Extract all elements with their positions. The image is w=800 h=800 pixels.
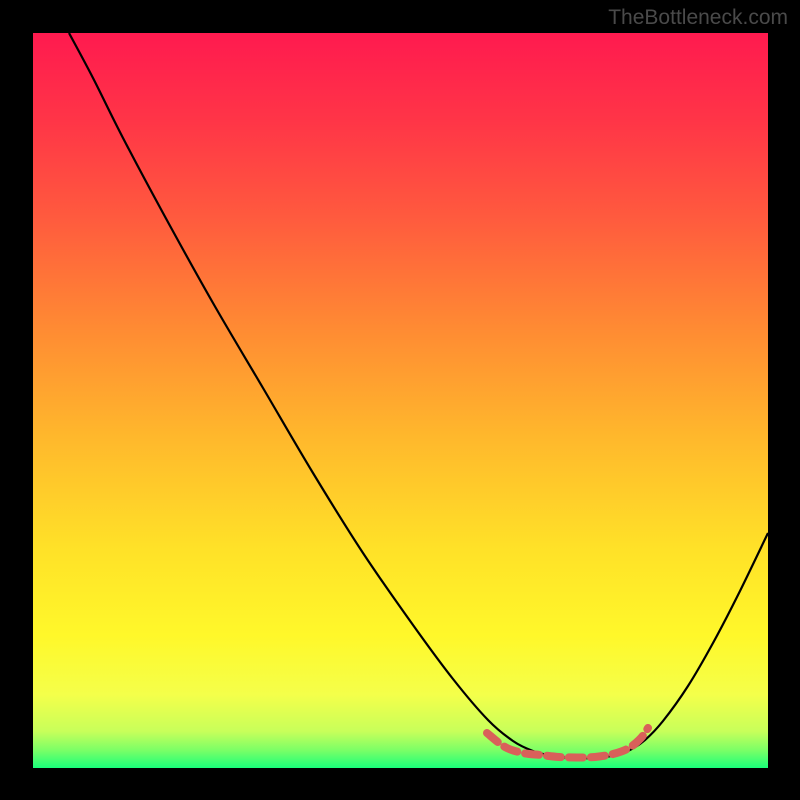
bottleneck-curve: [69, 33, 768, 758]
plot-area: [33, 33, 768, 768]
bottom-accent-dash: [487, 728, 648, 758]
watermark-text: TheBottleneck.com: [608, 6, 788, 30]
curve-layer: [33, 33, 768, 768]
